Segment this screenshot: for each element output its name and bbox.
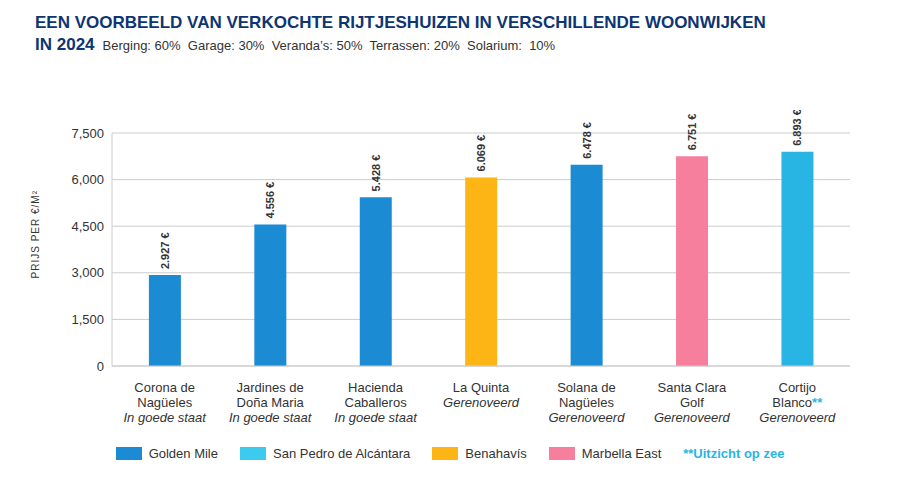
html-text:Benahavís: Benahavís [465, 446, 527, 461]
svg-text:La QuintaGerenoveerd: La QuintaGerenoveerd [443, 380, 520, 410]
html-text:Golden Mile: Golden Mile [148, 446, 218, 461]
html-text:San Pedro de Alcántara: San Pedro de Alcántara [273, 446, 411, 461]
svg-text:5.428 €: 5.428 € [370, 155, 382, 192]
svg-text:CortijoBlanco**Gerenoveerd: CortijoBlanco**Gerenoveerd [759, 380, 836, 425]
svg-text:6.478 €: 6.478 € [581, 122, 593, 159]
svg-text:6.893 €: 6.893 € [791, 110, 803, 146]
svg-text:3,000: 3,000 [71, 265, 104, 280]
html-text:IN 2024: IN 2024 [35, 35, 95, 54]
svg-text:2.927 €: 2.927 € [159, 232, 171, 269]
svg-text:1,500: 1,500 [71, 312, 104, 327]
html-text:PRIJS PER €/M²: PRIJS PER €/M² [30, 190, 41, 279]
svg-text:7,500: 7,500 [71, 126, 104, 141]
svg-text:6.751 €: 6.751 € [686, 114, 698, 151]
svg-text:4,500: 4,500 [71, 219, 104, 234]
svg-text:6.069 €: 6.069 € [475, 135, 487, 172]
svg-text:Santa ClaraGolfGerenoveerd: Santa ClaraGolfGerenoveerd [654, 380, 731, 425]
svg-text:Jardines deDoña MariaIn goede: Jardines deDoña MariaIn goede staat [229, 380, 313, 425]
svg-text:HaciendaCaballerosIn goede sta: HaciendaCaballerosIn goede staat [334, 380, 418, 425]
html-text:Berging: 60% Garage: 30% Veran: Berging: 60% Garage: 30% Veranda’s: 50% … [102, 38, 556, 53]
svg-text:4.556 €: 4.556 € [264, 182, 276, 219]
svg-text:Corona deNagüelesIn goede staa: Corona deNagüelesIn goede staat [124, 380, 208, 425]
svg-text:0: 0 [97, 359, 104, 374]
html-text:EEN VOORBEELD VAN VERKOCHTE RI: EEN VOORBEELD VAN VERKOCHTE RIJTJESHUIZE… [35, 13, 766, 32]
html-text:Marbella East: Marbella East [581, 446, 662, 461]
svg-text:6,000: 6,000 [71, 172, 104, 187]
html-text:**Uitzicht op zee: **Uitzicht op zee [683, 446, 785, 461]
svg-text:Solana deNagüelesGerenoveerd: Solana deNagüelesGerenoveerd [548, 380, 625, 425]
